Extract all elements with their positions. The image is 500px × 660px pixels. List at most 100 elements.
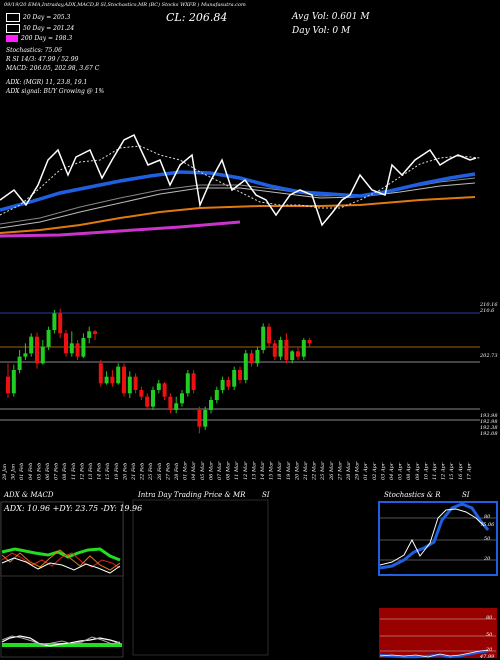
ema-orange-line	[0, 196, 476, 234]
candle-body	[110, 376, 115, 384]
legend-swatch	[6, 24, 20, 33]
date-tick-label: 17 Apr	[466, 462, 472, 480]
macd-line	[1, 635, 121, 647]
candle-body	[214, 390, 219, 400]
stoch-level-50: 50	[484, 536, 491, 542]
date-tick-label: 12 Apr	[441, 462, 447, 480]
candle-body	[197, 410, 202, 427]
date-tick-label: 01 Apr	[363, 462, 369, 480]
macd-readout: MACD: 206.05, 202.98, 3.67 C	[6, 65, 100, 72]
candle-body	[11, 370, 16, 394]
candle-body	[6, 376, 10, 394]
candle-body	[64, 333, 68, 354]
date-tick-label: 29 Mar	[355, 461, 361, 481]
date-tick-label: 05 Feb	[36, 463, 42, 480]
date-tick-label: 13 Mar	[251, 461, 257, 480]
candle-body	[267, 326, 271, 344]
stochastics-readout: Stochastics: 75.06	[6, 47, 62, 54]
candle-body	[209, 400, 213, 410]
candle-body	[191, 373, 196, 390]
adx-green-line	[1, 547, 121, 562]
date-tick-label: 14 Mar	[260, 461, 266, 480]
candle-body	[58, 313, 63, 334]
candle-body	[284, 340, 289, 360]
candle-body	[180, 393, 184, 404]
legend-200-day: 200 Day = 198.3	[6, 35, 72, 42]
price-level-label: 202.73	[480, 353, 498, 359]
date-tick-label: 11 Mar	[234, 461, 240, 480]
date-tick-label: 25 Mar	[320, 461, 326, 481]
date-tick-label: 29 Jan	[2, 464, 8, 481]
date-tick-label: 12 Feb	[79, 463, 85, 480]
date-tick-label: 11 Feb	[71, 463, 77, 480]
date-tick-label: 21 Mar	[303, 461, 309, 481]
candle-body	[226, 380, 231, 387]
adx-red-line	[1, 552, 121, 569]
si-blue-line	[379, 649, 489, 659]
price-level-label: 192.98	[480, 419, 498, 425]
date-tick-label: 06 Feb	[45, 463, 51, 480]
date-tick-label: 15 Feb	[105, 463, 111, 480]
date-tick-label: 15 Mar	[269, 461, 275, 480]
adx-values: ADX: 10.96 +DY: 23.75 -DY: 19.96	[4, 504, 143, 513]
si-panel	[379, 608, 497, 658]
stoch-value: 75.06	[480, 522, 495, 528]
candle-body	[174, 403, 179, 410]
date-tick-label: 21 Feb	[131, 463, 137, 481]
price-line	[0, 133, 477, 227]
si-white-line	[379, 649, 489, 658]
date-tick-label: 20 Mar	[294, 461, 300, 481]
candle-body	[162, 383, 167, 397]
macd-signal-line	[1, 635, 121, 646]
date-tick-label: 01 Mar	[183, 461, 189, 480]
date-tick-label: 28 Feb	[174, 463, 180, 481]
candle-body	[122, 366, 126, 394]
adx-orange-line	[1, 549, 121, 571]
candle-body	[116, 366, 121, 384]
date-tick-label: 11 Apr	[432, 462, 438, 480]
candle-body	[81, 338, 86, 357]
date-tick-label: 14 Feb	[97, 463, 103, 480]
si-readout: R SI 14/3: 47.99 / 52.99	[6, 56, 79, 63]
candle-body	[249, 353, 254, 364]
stochastics-title: Stochastics & R	[384, 491, 441, 499]
date-tick-label: 16 Apr	[458, 462, 464, 480]
intraday-panel	[132, 499, 269, 656]
date-tick-label: 04 Feb	[28, 463, 34, 480]
header-top-line: 09/19/20 EMA,Intraday,ADX,MACD,B SI,Stoc…	[4, 2, 246, 8]
candle-body	[168, 396, 173, 410]
candle-body	[301, 340, 306, 357]
candle-body	[93, 331, 97, 334]
date-axis: 29 Jan 30 Jan 01 Feb 04 Feb 05 Feb 06 Feb 07 F…	[2, 461, 472, 481]
candle-body	[40, 346, 45, 364]
candle-body	[151, 390, 155, 407]
candle-body	[104, 376, 109, 384]
candle-body	[139, 390, 144, 397]
date-tick-label: 04 Mar	[191, 461, 197, 480]
date-tick-label: 03 Apr	[380, 462, 386, 480]
candle-body	[29, 336, 34, 354]
date-tick-label: 18 Mar	[277, 461, 283, 480]
date-tick-label: 08 Mar	[226, 461, 232, 480]
candle-body	[145, 396, 150, 407]
candle-body	[17, 356, 22, 370]
date-tick-label: 08 Apr	[406, 462, 412, 480]
date-tick-label: 02 Apr	[372, 462, 378, 480]
date-tick-label: 05 Mar	[200, 461, 206, 480]
price-level-label: 193.98	[480, 413, 498, 419]
date-tick-label: 07 Mar	[217, 461, 223, 480]
candle-body	[261, 326, 266, 350]
si-value: 47.99	[480, 654, 495, 660]
candle-body	[75, 343, 80, 357]
date-tick-label: 01 Feb	[19, 463, 25, 480]
candle-body	[278, 340, 283, 357]
date-tick-label: 06 Mar	[208, 461, 214, 480]
legend-swatch	[6, 35, 18, 42]
si-level-50: 50	[486, 632, 493, 638]
candle-body	[35, 336, 39, 364]
moving-average-panel	[0, 133, 481, 238]
date-tick-label: 30 Jan	[11, 464, 17, 480]
stochastics-panel	[378, 501, 498, 659]
si-level-80: 80	[486, 615, 493, 621]
